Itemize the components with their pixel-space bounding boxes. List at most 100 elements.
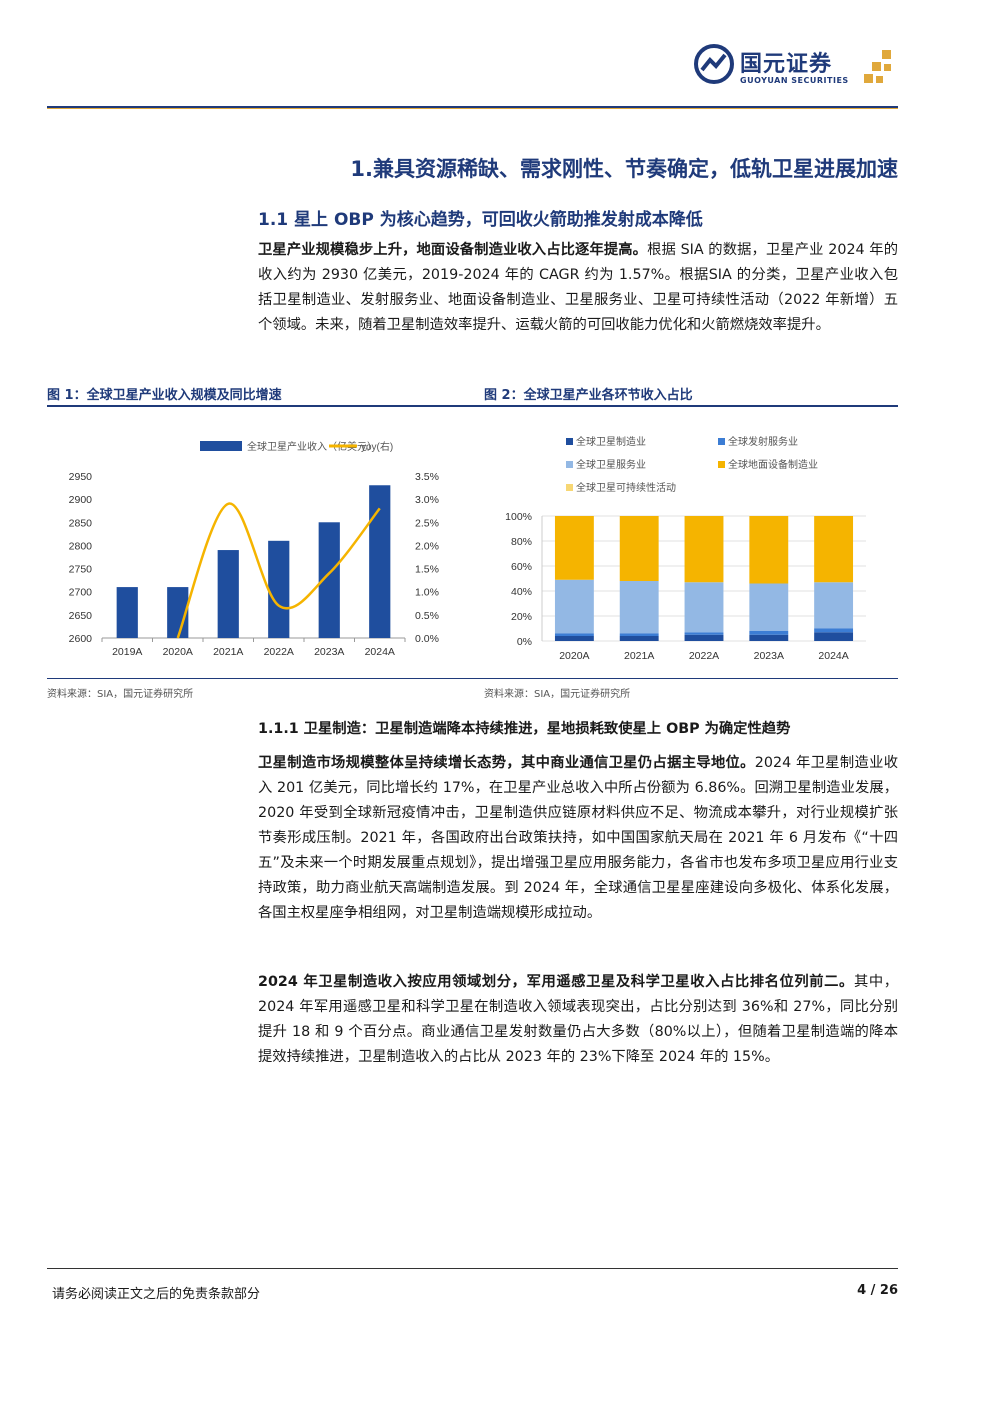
bar-segment — [554, 636, 594, 641]
line-yoy — [176, 502, 381, 639]
chart-revenue-yoy: 全球卫星产业收入（亿美元）yoy(右) 2950 2900 2850 2800 2750 2… — [69, 440, 439, 658]
x-tick-label: 2024A — [818, 650, 848, 662]
x-tick-label: 2021A — [624, 650, 654, 662]
bar-segment — [554, 516, 594, 580]
y2-tick-label: 1.0% — [415, 587, 439, 599]
brand-name-cn: 国元证券 — [740, 52, 833, 77]
bar-revenue — [318, 522, 340, 638]
figure-top-rule — [47, 405, 898, 407]
y-tick-label: 2600 — [69, 633, 93, 645]
paragraph-2-lead: 卫星制造市场规模整体呈持续增长态势，其中商业通信卫星仍占据主导地位。 — [258, 755, 755, 771]
figure-1-title: 图 1：全球卫星产业收入规模及同比增速 — [47, 388, 282, 403]
paragraph-3-body: 其中，2024 年军用遥感卫星和科学卫星在制造收入领域表现突出，占比分别达到 3… — [258, 974, 899, 1065]
footer-rule — [47, 1268, 898, 1269]
legend-label: 全球卫星服务业 — [576, 458, 646, 471]
x-tick-label: 2021A — [213, 646, 243, 658]
bar-segment — [684, 582, 724, 633]
figure-1-source: 资料来源：SIA，国元证券研究所 — [47, 689, 194, 700]
x-tick-label: 2020A — [163, 646, 193, 658]
figure-2-source: 资料来源：SIA，国元证券研究所 — [484, 689, 631, 700]
subsection-title: 1.1 星上 OBP 为核心趋势，可回收火箭助推发射成本降低 — [258, 210, 703, 230]
paragraph-1: 卫星产业规模稳步上升，地面设备制造业收入占比逐年提高。根据 SIA 的数据，卫星… — [258, 238, 898, 338]
bar-segment — [749, 516, 789, 584]
bar-segment — [684, 632, 724, 635]
paragraph-1-lead: 卫星产业规模稳步上升，地面设备制造业收入占比逐年提高。 — [258, 242, 648, 258]
bar-segment — [619, 516, 659, 581]
x-tick-label: 2023A — [754, 650, 784, 662]
bar-revenue — [369, 485, 391, 638]
y-tick-label: 2900 — [69, 494, 93, 506]
y-tick-label: 60% — [511, 561, 532, 573]
bar-segment — [814, 632, 854, 641]
section-title: 1.兼具资源稀缺、需求刚性、节奏确定，低轨卫星进展加速 — [350, 157, 898, 181]
x-tick-label: 2023A — [314, 646, 344, 658]
legend-swatch — [566, 438, 573, 445]
subsubsection-title: 1.1.1 卫星制造：卫星制造端降本持续推进，星地损耗致使星上 OBP 为确定性… — [258, 721, 791, 737]
bar-revenue — [217, 550, 239, 638]
y-tick-label: 2850 — [69, 517, 93, 529]
x-tick-label: 2022A — [264, 646, 294, 658]
bar-segment — [619, 633, 659, 636]
legend-swatch — [566, 461, 573, 468]
bar-segment — [749, 583, 789, 631]
y-tick-label: 100% — [505, 511, 532, 523]
y2-tick-label: 2.0% — [415, 540, 439, 552]
y-tick-label: 20% — [511, 611, 532, 623]
x-tick-label: 2024A — [365, 646, 395, 658]
y-tick-label: 40% — [511, 586, 532, 598]
header-rule-accent — [47, 108, 898, 109]
y2-tick-label: 0.0% — [415, 633, 439, 645]
legend-label: 全球卫星可持续性活动 — [576, 481, 676, 494]
x-tick-label: 2020A — [559, 650, 589, 662]
y-tick-label: 0% — [517, 636, 532, 648]
paragraph-2-body: 2024 年卫星制造业收入 201 亿美元，同比增长约 17%，在卫星产业总收入… — [258, 755, 898, 921]
header-rule — [47, 106, 898, 108]
y2-tick-label: 3.5% — [415, 471, 439, 483]
bar-segment — [619, 581, 659, 634]
y-tick-label: 2700 — [69, 587, 93, 599]
y-tick-label: 2650 — [69, 610, 93, 622]
legend-swatch — [718, 438, 725, 445]
legend-swatch-revenue — [200, 441, 242, 451]
bar-segment — [684, 516, 724, 583]
guoyuan-logo-icon — [694, 44, 734, 84]
bar-segment — [619, 636, 659, 641]
y-tick-label: 80% — [511, 536, 532, 548]
y2-tick-label: 0.5% — [415, 610, 439, 622]
y2-tick-label: 1.5% — [415, 564, 439, 576]
brand-name-en: GUOYUAN SECURITIES — [740, 76, 849, 85]
bar-segment — [814, 628, 854, 633]
y-tick-label: 2950 — [69, 471, 93, 483]
bar-segment — [554, 633, 594, 636]
paragraph-3-lead: 2024 年卫星制造收入按应用领域划分，军用遥感卫星及科学卫星收入占比排名位列前… — [258, 974, 854, 990]
bar-segment — [749, 634, 789, 641]
x-tick-label: 2022A — [689, 650, 719, 662]
page-number: 4 / 26 — [857, 1283, 898, 1298]
brand-squares-icon — [864, 50, 891, 83]
y-tick-label: 2750 — [69, 564, 93, 576]
y2-tick-label: 2.5% — [415, 517, 439, 529]
figure-2-title: 图 2：全球卫星产业各环节收入占比 — [484, 388, 693, 403]
paragraph-1-body: 根据 SIA 的数据，卫星产业 2024 年的收入约为 2930 亿美元，201… — [258, 242, 898, 333]
figure-bottom-rule — [47, 678, 898, 679]
y2-tick-label: 3.0% — [415, 494, 439, 506]
x-tick-label: 2019A — [112, 646, 142, 658]
legend-label: 全球卫星制造业 — [576, 435, 646, 448]
legend-label-yoy: yoy(右) — [361, 440, 393, 453]
bar-segment — [814, 582, 854, 629]
legend-swatch — [566, 484, 573, 491]
legend-swatch — [718, 461, 725, 468]
bar-segment — [749, 631, 789, 635]
bar-segment — [684, 634, 724, 641]
bar-revenue — [116, 587, 138, 638]
y-tick-label: 2800 — [69, 540, 93, 552]
paragraph-3: 2024 年卫星制造收入按应用领域划分，军用遥感卫星及科学卫星收入占比排名位列前… — [258, 970, 898, 1070]
bar-segment — [554, 579, 594, 634]
footer-disclaimer: 请务必阅读正文之后的免责条款部分 — [52, 1287, 261, 1302]
bar-segment — [814, 516, 854, 583]
paragraph-2: 卫星制造市场规模整体呈持续增长态势，其中商业通信卫星仍占据主导地位。2024 年… — [258, 751, 898, 926]
legend-label: 全球地面设备制造业 — [728, 458, 818, 471]
bar-revenue — [268, 540, 290, 638]
legend-label: 全球发射服务业 — [728, 435, 798, 448]
